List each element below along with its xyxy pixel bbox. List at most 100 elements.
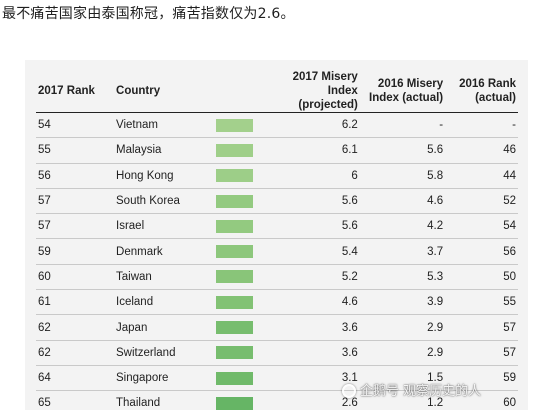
cell-2017-misery-index: 5.4 bbox=[278, 238, 360, 265]
table-row: 64 Singapore 3.1 1.5 59 bbox=[36, 365, 518, 392]
cell-2016-rank: 44 bbox=[445, 163, 518, 189]
misery-bar bbox=[215, 143, 253, 157]
cell-2016-misery-index: 3.7 bbox=[359, 238, 446, 265]
table-row: 57 South Korea 5.6 4.6 52 bbox=[36, 188, 518, 215]
misery-bar bbox=[215, 396, 253, 410]
misery-index-table: 2017 Rank Country 2017 Misery Index (pro… bbox=[36, 70, 518, 410]
cell-2017-rank: 57 bbox=[36, 213, 117, 240]
table-row: 60 Taiwan 5.2 5.3 50 bbox=[36, 264, 518, 291]
caption-text: 最不痛苦国家由泰国称冠，痛苦指数仅为2.6。 bbox=[2, 6, 295, 22]
cell-country: Hong Kong bbox=[116, 163, 210, 189]
cell-2017-misery-index: 2.6 bbox=[278, 390, 360, 410]
cell-2016-rank: 56 bbox=[445, 238, 518, 265]
misery-bar bbox=[215, 321, 253, 335]
header-2017-misery-index-line2: (projected) bbox=[298, 99, 358, 111]
cell-2017-rank: 62 bbox=[36, 340, 117, 366]
header-2016-misery-index-line1: 2016 Misery bbox=[377, 78, 444, 90]
cell-2017-rank: 56 bbox=[36, 163, 117, 189]
cell-bar bbox=[209, 188, 279, 215]
misery-bar bbox=[215, 219, 253, 233]
cell-bar bbox=[209, 238, 279, 265]
cell-country: Switzerland bbox=[116, 340, 210, 366]
cell-2016-misery-index: 1.5 bbox=[359, 365, 446, 392]
cell-2017-misery-index: 5.2 bbox=[278, 264, 360, 291]
cell-bar bbox=[209, 163, 279, 189]
cell-2017-rank: 62 bbox=[36, 314, 117, 341]
cell-country: Taiwan bbox=[116, 264, 210, 291]
misery-bar bbox=[215, 346, 253, 360]
watermark: 企鹅号 观察历史的人 bbox=[342, 380, 481, 399]
table-row: 62 Switzerland 3.6 2.9 57 bbox=[36, 340, 518, 366]
cell-2017-rank: 55 bbox=[36, 137, 117, 164]
cell-country: Singapore bbox=[116, 365, 210, 392]
header-2016-rank-line1: 2016 Rank bbox=[459, 78, 516, 90]
misery-bar bbox=[215, 169, 253, 183]
header-2016-misery-index: 2016 Misery Index (actual) bbox=[359, 70, 446, 113]
misery-bar bbox=[215, 270, 253, 284]
cell-2016-rank: 54 bbox=[445, 213, 518, 240]
cell-2017-rank: 60 bbox=[36, 264, 117, 291]
cell-2016-misery-index: 5.6 bbox=[359, 137, 446, 164]
table-header-row: 2017 Rank Country 2017 Misery Index (pro… bbox=[36, 70, 518, 113]
cell-2017-rank: 54 bbox=[36, 112, 117, 139]
cell-country: Malaysia bbox=[116, 137, 210, 164]
cell-2016-misery-index: 3.9 bbox=[359, 289, 446, 316]
cell-bar bbox=[209, 340, 279, 366]
header-2016-misery-index-line2: Index (actual) bbox=[369, 92, 444, 104]
cell-2017-misery-index: 6.1 bbox=[278, 137, 360, 164]
table-row: 55 Malaysia 6.1 5.6 46 bbox=[36, 137, 518, 164]
cell-country: Denmark bbox=[116, 238, 210, 265]
cell-2016-misery-index: 1.2 bbox=[359, 390, 446, 410]
cell-2016-rank: 59 bbox=[445, 365, 518, 392]
cell-2016-misery-index: 5.3 bbox=[359, 264, 446, 291]
header-2016-rank-line2: (actual) bbox=[475, 92, 516, 104]
cell-bar bbox=[209, 213, 279, 240]
cell-2016-rank: 52 bbox=[445, 188, 518, 215]
cell-2017-misery-index: 3.6 bbox=[278, 314, 360, 341]
cell-bar bbox=[209, 264, 279, 291]
cell-2017-misery-index: 4.6 bbox=[278, 289, 360, 316]
cell-2016-rank: 50 bbox=[445, 264, 518, 291]
cell-country: South Korea bbox=[116, 188, 210, 215]
misery-bar bbox=[215, 118, 253, 132]
misery-bar bbox=[215, 194, 253, 208]
cell-bar bbox=[209, 137, 279, 164]
cell-2016-rank: 55 bbox=[445, 289, 518, 316]
cell-2017-misery-index: 6.2 bbox=[278, 112, 360, 139]
cell-2017-rank: 57 bbox=[36, 188, 117, 215]
cell-2017-rank: 61 bbox=[36, 289, 117, 316]
header-bar-spacer bbox=[209, 70, 279, 113]
cell-2016-misery-index: 5.8 bbox=[359, 163, 446, 189]
cell-country: Iceland bbox=[116, 289, 210, 316]
cell-2016-misery-index: 2.9 bbox=[359, 340, 446, 366]
table-row: 56 Hong Kong 6 5.8 44 bbox=[36, 163, 518, 189]
header-2016-rank: 2016 Rank (actual) bbox=[445, 70, 518, 113]
table-row: 65 Thailand 2.6 1.2 60 bbox=[36, 390, 518, 410]
cell-2016-misery-index: 4.2 bbox=[359, 213, 446, 240]
cell-2017-misery-index: 5.6 bbox=[278, 188, 360, 215]
cell-2017-misery-index: 6 bbox=[278, 163, 360, 189]
cell-bar bbox=[209, 365, 279, 392]
cell-2017-misery-index: 3.6 bbox=[278, 340, 360, 366]
cell-2016-rank: - bbox=[445, 112, 518, 139]
cell-2016-rank: 46 bbox=[445, 137, 518, 164]
table-row: 59 Denmark 5.4 3.7 56 bbox=[36, 238, 518, 265]
header-country: Country bbox=[116, 70, 210, 113]
cell-country: Vietnam bbox=[116, 112, 210, 139]
cell-bar bbox=[209, 390, 279, 410]
misery-bar bbox=[215, 245, 253, 259]
cell-2016-rank: 60 bbox=[445, 390, 518, 410]
penguin-logo-icon bbox=[342, 384, 356, 398]
cell-2017-rank: 59 bbox=[36, 238, 117, 265]
cell-2017-rank: 65 bbox=[36, 390, 117, 410]
cell-bar bbox=[209, 289, 279, 316]
header-2017-misery-index: 2017 Misery Index (projected) bbox=[278, 70, 360, 113]
table-row: 62 Japan 3.6 2.9 57 bbox=[36, 314, 518, 341]
cell-2016-misery-index: 2.9 bbox=[359, 314, 446, 341]
cell-2016-rank: 57 bbox=[445, 340, 518, 366]
header-2017-misery-index-line1: 2017 Misery Index bbox=[292, 71, 358, 97]
cell-bar bbox=[209, 314, 279, 341]
table-row: 57 Israel 5.6 4.2 54 bbox=[36, 213, 518, 240]
cell-2017-misery-index: 5.6 bbox=[278, 213, 360, 240]
